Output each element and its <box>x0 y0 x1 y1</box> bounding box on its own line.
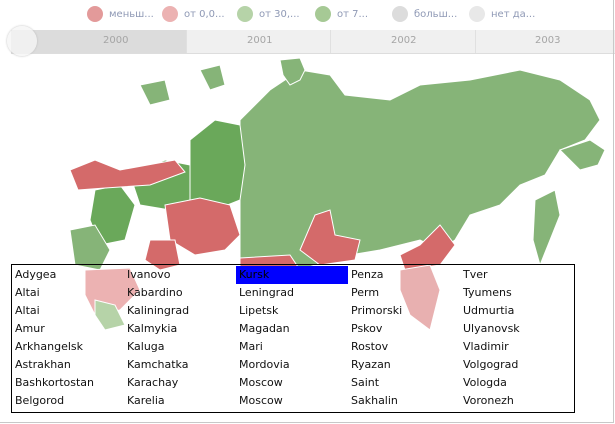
legend-label: от 0,0... <box>184 8 225 20</box>
list-item[interactable]: Primorski <box>351 304 403 317</box>
timeline-divider <box>330 30 331 53</box>
legend-item-from-70[interactable]: от 7... <box>315 6 368 22</box>
list-item[interactable]: Moscow <box>239 376 283 389</box>
list-item[interactable]: Kabardino <box>127 286 183 299</box>
region-islands-2[interactable] <box>139 79 171 106</box>
legend-item-no-data[interactable]: нет да... <box>469 6 535 22</box>
list-item[interactable]: Bashkortostan <box>15 376 95 389</box>
region-south-red[interactable] <box>144 239 181 271</box>
list-item[interactable]: Leningrad <box>239 286 294 299</box>
list-item[interactable]: Vologda <box>463 376 507 389</box>
list-item[interactable]: Mari <box>239 340 263 353</box>
timeline-divider <box>475 30 476 53</box>
legend-dot-icon <box>315 6 331 22</box>
list-item[interactable]: Kalmykia <box>127 322 178 335</box>
list-item[interactable]: Tyumens <box>463 286 512 299</box>
list-item[interactable]: Perm <box>351 286 380 299</box>
list-column: Adygea Altai Altai Amur Arkhangelsk Astrakhan… <box>12 266 124 410</box>
list-item[interactable]: Moscow <box>239 394 283 407</box>
list-item[interactable]: Pskov <box>351 322 383 335</box>
timeline-selected-range[interactable] <box>11 30 186 53</box>
timeline-year-2000[interactable]: 2000 <box>103 35 129 46</box>
region-dropdown-list[interactable]: Adygea Altai Altai Amur Arkhangelsk Astrakhan… <box>11 264 575 413</box>
legend-dot-icon <box>469 6 485 22</box>
legend-item-less[interactable]: меньш... <box>87 6 154 22</box>
list-item[interactable]: Altai <box>15 304 40 317</box>
list-item[interactable]: Arkhangelsk <box>15 340 84 353</box>
region-primorye-pink[interactable] <box>399 264 441 331</box>
timeline[interactable]: 2000 2001 2002 2003 <box>11 30 615 54</box>
region-southwest-green[interactable] <box>94 299 126 331</box>
list-item[interactable]: Ryazan <box>351 358 391 371</box>
list-item[interactable]: Kaluga <box>127 340 165 353</box>
legend-label: от 30,... <box>259 8 300 20</box>
region-yamal[interactable] <box>189 119 246 211</box>
legend-item-more[interactable]: больш... <box>392 6 457 22</box>
list-item[interactable]: Voronezh <box>463 394 514 407</box>
list-item[interactable]: Adygea <box>15 268 57 281</box>
list-column: Tver Tyumens Udmurtia Ulyanovsk Vladimir Volg… <box>460 266 572 410</box>
list-item[interactable]: Lipetsk <box>239 304 279 317</box>
list-item[interactable]: Magadan <box>239 322 290 335</box>
timeline-year-2001[interactable]: 2001 <box>247 35 273 46</box>
legend-item-from-0[interactable]: от 0,0... <box>162 6 225 22</box>
list-item[interactable]: Karelia <box>127 394 165 407</box>
legend-item-from-30[interactable]: от 30,... <box>237 6 300 22</box>
region-islands[interactable] <box>199 64 226 91</box>
list-item[interactable]: Amur <box>15 322 45 335</box>
list-item[interactable]: Kaliningrad <box>127 304 190 317</box>
list-item[interactable]: Volgograd <box>463 358 519 371</box>
timeline-year-2002[interactable]: 2002 <box>391 35 417 46</box>
legend-dot-icon <box>237 6 253 22</box>
list-item[interactable]: Sakhalin <box>351 394 398 407</box>
list-item[interactable]: Penza <box>351 268 384 281</box>
legend-dot-icon <box>392 6 408 22</box>
legend-dot-icon <box>87 6 103 22</box>
region-chukotka[interactable] <box>559 139 606 171</box>
legend-dot-icon <box>162 6 178 22</box>
list-item[interactable]: Tver <box>463 268 488 281</box>
region-novaya-zemlya[interactable] <box>279 57 306 86</box>
list-item[interactable]: Kamchatka <box>127 358 189 371</box>
list-item[interactable]: Karachay <box>127 376 179 389</box>
list-item[interactable]: Astrakhan <box>15 358 71 371</box>
list-item[interactable]: Ivanovo <box>127 268 171 281</box>
list-item[interactable]: Mordovia <box>239 358 290 371</box>
list-item[interactable]: Vladimir <box>463 340 509 353</box>
region-west-green[interactable] <box>69 224 111 271</box>
timeline-divider <box>186 30 187 53</box>
region-murmansk-red[interactable] <box>69 159 186 191</box>
list-item[interactable]: Ulyanovsk <box>463 322 520 335</box>
region-kamchatka[interactable] <box>532 189 561 267</box>
legend-label: меньш... <box>109 8 154 20</box>
list-column: Kursk Leningrad Lipetsk Magadan Mari Mordovia… <box>236 266 348 410</box>
list-item[interactable]: Udmurtia <box>463 304 515 317</box>
legend-label: от 7... <box>337 8 369 20</box>
legend-label: больш... <box>414 8 458 20</box>
list-column: Penza Perm Primorski Pskov Rostov Ryazan Saint… <box>348 266 460 410</box>
list-item[interactable]: Belgorod <box>15 394 65 407</box>
list-column: Ivanovo Kabardino Kaliningrad Kalmykia Kalug… <box>124 266 236 410</box>
timeline-handle[interactable] <box>7 26 37 56</box>
list-item[interactable]: Saint <box>351 376 380 389</box>
list-item[interactable]: Rostov <box>351 340 389 353</box>
legend-label: нет да... <box>491 8 536 20</box>
list-item[interactable]: Kursk <box>236 266 348 284</box>
timeline-year-2003[interactable]: 2003 <box>535 35 561 46</box>
list-item[interactable]: Altai <box>15 286 40 299</box>
